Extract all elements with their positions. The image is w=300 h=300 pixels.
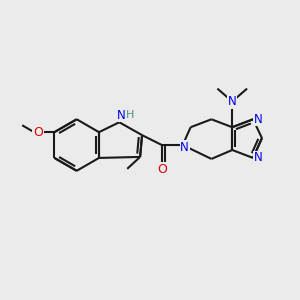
Text: N: N [254, 113, 262, 126]
Text: O: O [33, 126, 43, 139]
Text: O: O [157, 163, 167, 176]
Text: N: N [254, 152, 262, 164]
Text: H: H [126, 110, 134, 120]
Text: N: N [117, 109, 126, 122]
Text: N: N [228, 95, 237, 108]
Text: N: N [180, 140, 189, 154]
